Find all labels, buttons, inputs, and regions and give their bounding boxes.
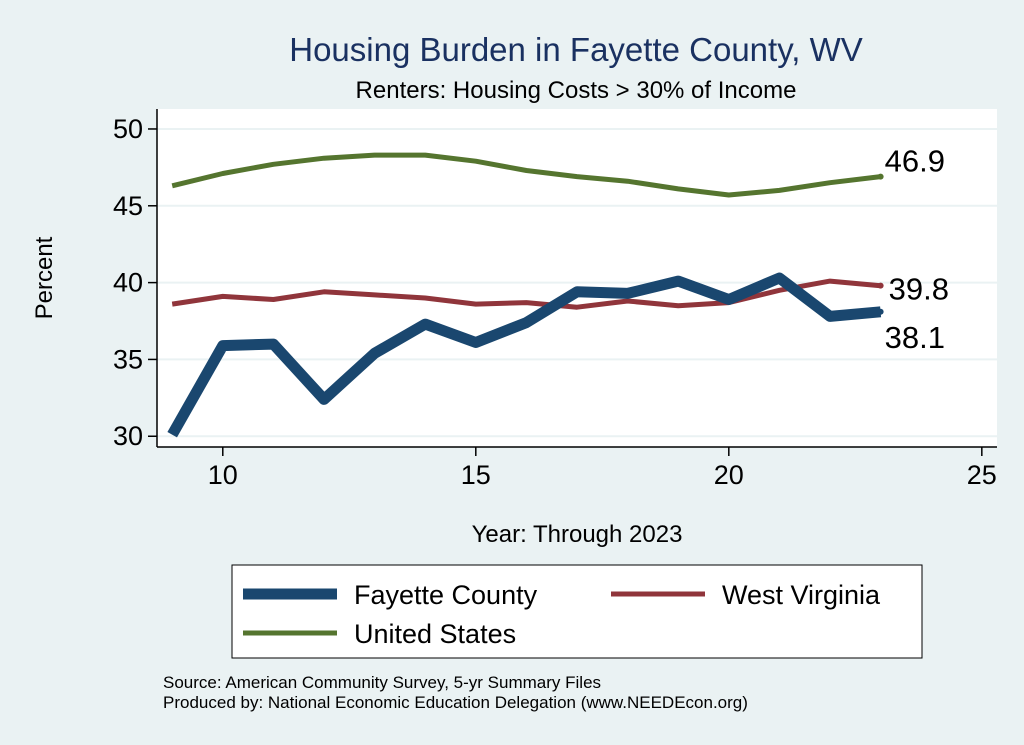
y-tick-label: 50 xyxy=(113,114,143,144)
series-line-fayette-county xyxy=(167,272,882,438)
y-tick-label: 45 xyxy=(113,191,143,221)
legend-label-west-virginia: West Virginia xyxy=(722,580,881,610)
legend-box xyxy=(231,564,923,659)
series-end-marker-fayette-county xyxy=(877,308,884,315)
series-lines xyxy=(167,152,884,438)
y-tick-label: 30 xyxy=(113,421,143,451)
series-end-marker-west-virginia xyxy=(877,282,884,289)
y-axis-title: Percent xyxy=(31,236,58,319)
axes: 30 35 40 45 50 10 15 20 25 xyxy=(113,109,997,490)
y-tick-label: 35 xyxy=(113,344,143,374)
x-tick-label: 10 xyxy=(208,460,238,490)
source-note: Source: American Community Survey, 5-yr … xyxy=(163,673,601,692)
y-tick-label: 40 xyxy=(113,268,143,298)
plot-area xyxy=(157,109,997,447)
series-line-united-states xyxy=(171,152,881,198)
chart-title: Housing Burden in Fayette County, WV xyxy=(289,31,863,68)
x-tick-label: 25 xyxy=(967,460,997,490)
legend-label-fayette-county: Fayette County xyxy=(354,580,538,610)
legend-label-united-states: United States xyxy=(354,619,516,649)
chart-subtitle: Renters: Housing Costs > 30% of Income xyxy=(356,77,797,104)
end-label-west-virginia: 39.8 xyxy=(889,272,949,307)
x-axis-title: Year: Through 2023 xyxy=(472,521,683,548)
end-labels: 38.1 39.8 46.9 xyxy=(885,144,949,355)
series-line-west-virginia xyxy=(171,278,881,310)
x-tick-label: 15 xyxy=(461,460,491,490)
series-end-marker-united-states xyxy=(877,173,884,180)
end-label-fayette-county: 38.1 xyxy=(885,320,945,355)
legend: Fayette County West Virginia United Stat… xyxy=(231,564,923,659)
end-label-united-states: 46.9 xyxy=(885,144,945,179)
produced-by-note: Produced by: National Economic Education… xyxy=(163,693,748,712)
x-tick-label: 20 xyxy=(714,460,744,490)
